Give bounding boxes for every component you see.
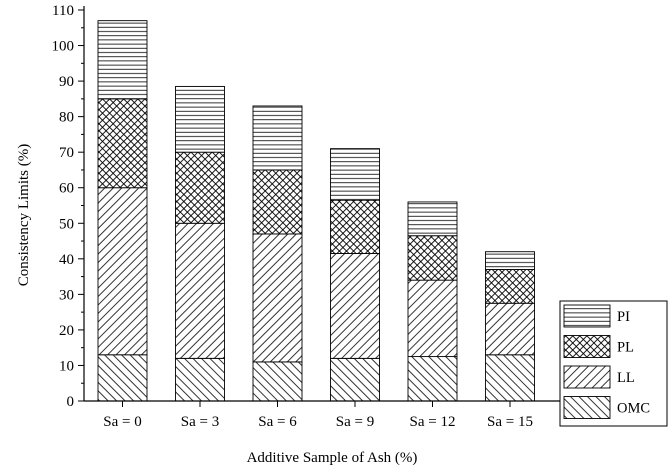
y-tick-label: 90 — [59, 74, 74, 90]
bar-pi-sa-6 — [252, 105, 303, 171]
legend-label-pl: PL — [617, 340, 634, 356]
bar-ll-sa-0 — [97, 187, 148, 356]
bar-omc-sa-0 — [97, 354, 148, 402]
bar-pi-sa-9 — [330, 148, 380, 201]
bar-ll-sa-3 — [175, 222, 225, 359]
bar-pl-sa-12 — [407, 235, 458, 281]
bar-pi-sa-3 — [175, 85, 225, 153]
x-tick-label: Sa = 0 — [103, 414, 141, 430]
bar-pl-sa-9 — [330, 199, 380, 254]
bar-ll-sa-6 — [252, 233, 303, 363]
y-axis: 0 10 20 30 40 50 60 70 80 90 100 110 — [52, 3, 85, 410]
bar-pi-sa-0 — [97, 20, 148, 100]
bar-pl-sa-3 — [175, 151, 225, 224]
y-tick-label: 40 — [59, 252, 74, 268]
legend: PI PL LL OMC — [559, 300, 668, 427]
legend-label-omc: OMC — [617, 401, 650, 417]
y-axis-title: Consistency Limits (%) — [16, 144, 32, 287]
x-tick-label: Sa = 15 — [487, 414, 533, 430]
bar-pl-sa-15 — [485, 269, 535, 304]
bar-omc-sa-3 — [175, 357, 225, 402]
bar-pi-sa-15 — [485, 251, 535, 270]
y-tick-label: 30 — [59, 287, 74, 303]
legend-label-pi: PI — [617, 309, 630, 325]
x-tick-label: Sa = 9 — [336, 414, 374, 430]
x-tick-label: Sa = 3 — [181, 414, 219, 430]
y-tick-label: 110 — [52, 3, 74, 19]
bar-omc-sa-9 — [330, 357, 380, 402]
bar-ll-sa-12 — [407, 279, 458, 358]
y-tick-label: 0 — [67, 394, 75, 410]
x-tick-label: Sa = 6 — [258, 414, 297, 430]
bar-omc-sa-15 — [485, 354, 535, 402]
bar-ll-sa-15 — [485, 302, 535, 356]
bar-pi-sa-12 — [407, 201, 458, 237]
x-axis: Sa = 0 Sa = 3 Sa = 6 Sa = 9 Sa = 12 Sa = 15 — [84, 400, 590, 430]
legend-swatch-pi — [563, 304, 611, 328]
bar-ll-sa-9 — [330, 253, 380, 359]
bar-pl-sa-6 — [252, 169, 303, 235]
y-tick-label: 80 — [59, 110, 74, 126]
bar-omc-sa-12 — [407, 356, 458, 402]
y-tick-label: 50 — [59, 216, 74, 232]
legend-swatch-pl — [563, 335, 611, 358]
bar-omc-sa-6 — [252, 361, 303, 402]
x-tick-label: Sa = 12 — [410, 414, 456, 430]
y-tick-label: 60 — [59, 181, 74, 197]
bar-pl-sa-0 — [97, 98, 148, 189]
legend-label-ll: LL — [617, 370, 635, 386]
y-tick-label: 20 — [59, 323, 74, 339]
y-tick-label: 10 — [59, 358, 74, 374]
y-tick-label: 70 — [59, 145, 74, 161]
x-axis-title: Additive Sample of Ash (%) — [247, 450, 418, 466]
legend-swatch-omc — [563, 396, 611, 419]
legend-swatch-ll — [563, 365, 611, 389]
bars — [97, 20, 535, 402]
y-tick-label: 100 — [52, 39, 75, 55]
